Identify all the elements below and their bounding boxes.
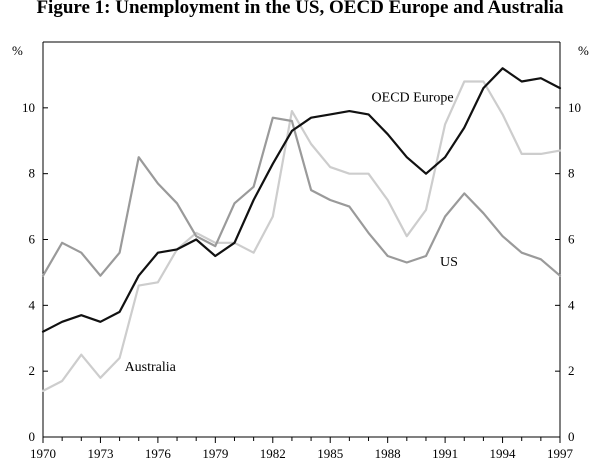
- y-tick-label-right: 2: [568, 363, 575, 378]
- y-tick-label-left: 2: [29, 363, 36, 378]
- x-tick-label: 1970: [30, 446, 56, 460]
- series-label: US: [440, 255, 458, 270]
- y-tick-label-right: 8: [568, 166, 575, 181]
- y-tick-label-left: 10: [22, 100, 35, 115]
- x-tick-label: 1982: [260, 446, 286, 460]
- x-tick-label: 1979: [202, 446, 228, 460]
- x-tick-label: 1994: [490, 446, 517, 460]
- series-line-us: [41, 116, 562, 277]
- x-tick-label: 1976: [145, 446, 172, 460]
- series-lines: [41, 67, 562, 392]
- chart-title: Figure 1: Unemployment in the US, OECD E…: [36, 0, 564, 18]
- y-unit-label-right: %: [578, 43, 589, 58]
- y-tick-label-right: 10: [568, 100, 581, 115]
- x-tick-label: 1988: [375, 446, 401, 460]
- tick-labels: 1970 1973 1976 1979 1982 1985 1988 1991 1994 1997…: [22, 100, 581, 460]
- y-tick-label-left: 0: [29, 429, 36, 444]
- y-tick-label-right: 0: [568, 429, 575, 444]
- x-tick-label: 1991: [432, 446, 458, 460]
- y-tick-label-left: 8: [29, 166, 36, 181]
- x-tick-label: 1985: [317, 446, 343, 460]
- y-tick-label-left: 6: [29, 232, 36, 247]
- axes: [42, 41, 561, 438]
- tick-marks: [42, 107, 561, 443]
- series-label: OECD Europe: [372, 90, 454, 105]
- y-unit-label-left: %: [12, 43, 23, 58]
- series-line-oecd-europe: [41, 67, 562, 333]
- y-tick-label-right: 6: [568, 232, 575, 247]
- series-line-australia: [41, 80, 562, 392]
- y-tick-label-left: 4: [29, 297, 36, 312]
- y-tick-label-right: 4: [568, 297, 575, 312]
- series-label: Australia: [125, 360, 177, 375]
- series-annotations: OECD Europe US Australia: [125, 90, 458, 375]
- x-tick-label: 1973: [87, 446, 113, 460]
- x-tick-label: 1997: [547, 446, 574, 460]
